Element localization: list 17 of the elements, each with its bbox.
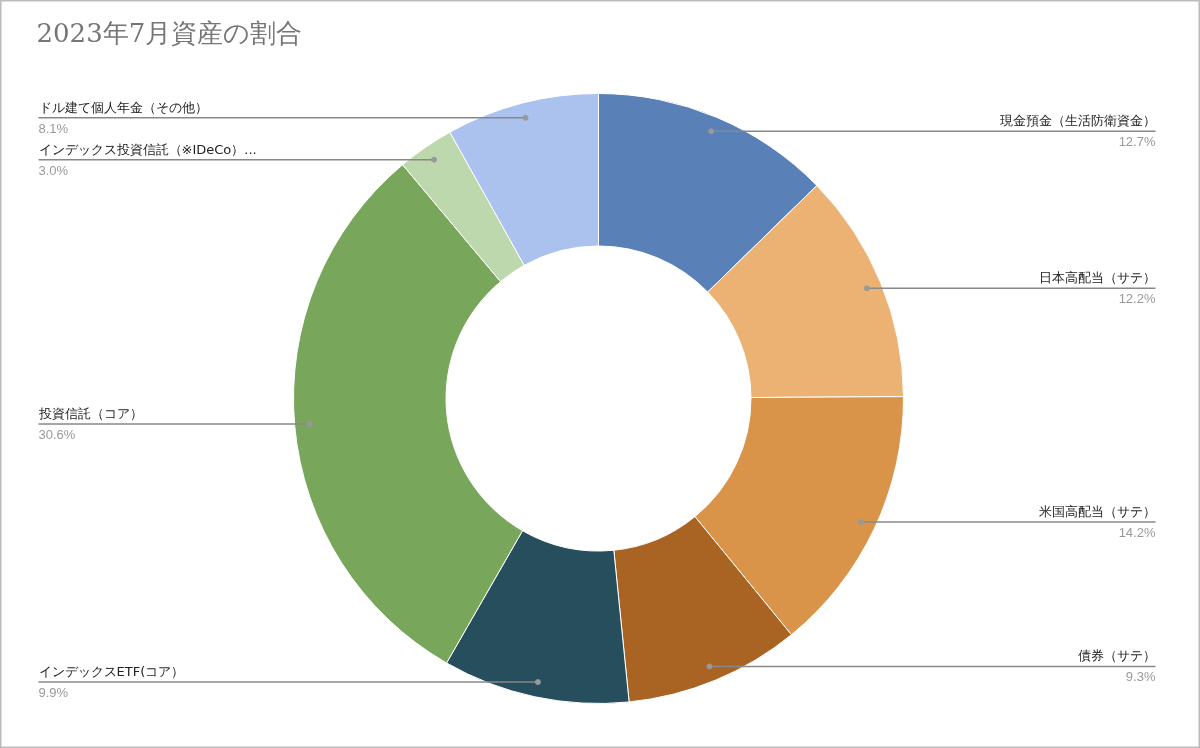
data-label: 14.2% — [1118, 524, 1156, 540]
slice-label: 日本高配当（サテ） — [1038, 270, 1156, 286]
slice-label: ドル建て個人年金（その他） — [38, 99, 208, 115]
slice-label: 米国高配当（サテ） — [1038, 503, 1156, 519]
data-label: 12.2% — [1118, 291, 1156, 307]
data-label: 9.9% — [38, 685, 69, 701]
slice-label: 投資信託（コア） — [37, 405, 143, 421]
data-label: 9.3% — [1125, 669, 1156, 685]
chart-title: 2023年7月資産の割合 — [36, 17, 303, 48]
slice-label: インデックス投資信託（※IDeCo）... — [38, 141, 257, 157]
data-label: 30.6% — [38, 426, 76, 442]
slice-label: インデックスETF(コア） — [38, 664, 185, 680]
slice-label: 債券（サテ） — [1077, 648, 1156, 664]
data-label: 8.1% — [38, 120, 69, 136]
data-label: 3.0% — [38, 162, 69, 178]
data-label: 12.7% — [1118, 134, 1156, 150]
slice-label: 現金預金（生活防衛資金） — [999, 113, 1156, 129]
